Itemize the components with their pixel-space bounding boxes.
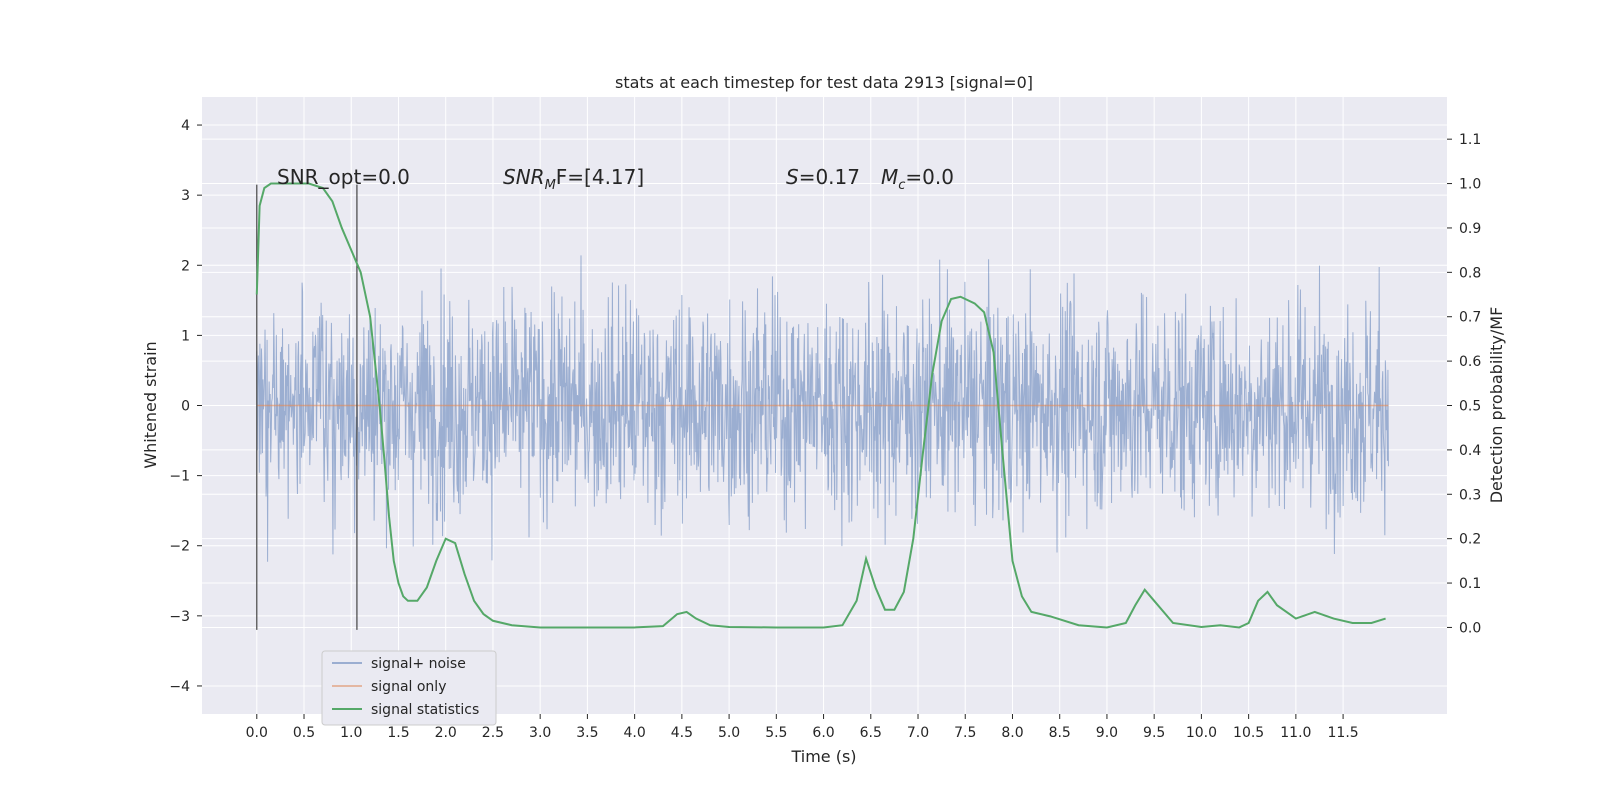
y-axis-right-label: Detection probability/MF	[1487, 307, 1506, 504]
x-tick-label: 9.0	[1096, 725, 1118, 741]
x-tick-label: 10.0	[1186, 725, 1217, 741]
y-right-tick-label: 0.8	[1459, 265, 1481, 281]
y-right-tick-label: 0.2	[1459, 532, 1481, 548]
y-left-tick-label: 2	[181, 258, 190, 274]
annotation-mc-sub: c	[898, 178, 905, 193]
x-axis-label: Time (s)	[790, 747, 856, 766]
y-axis-left-label: Whitened strain	[141, 341, 160, 468]
y-left-tick-label: 3	[181, 188, 190, 204]
y-left-tick-label: −2	[169, 539, 190, 555]
y-left-tick-label: −1	[169, 469, 190, 485]
x-tick-label: 5.5	[765, 725, 787, 741]
annotation-s-val: =0.17	[799, 165, 860, 189]
legend-label-signal-noise: signal+ noise	[371, 656, 466, 672]
x-tick-label: 3.0	[529, 725, 551, 741]
series-signal-statistics	[255, 182, 1386, 629]
series-signal-noise	[256, 255, 1389, 562]
y-right-tick-label: 0.6	[1459, 354, 1481, 370]
x-tick-label: 6.5	[860, 725, 882, 741]
x-tick-label: 7.5	[954, 725, 976, 741]
y-left-tick-label: −4	[169, 679, 190, 695]
annotation-snr-opt: SNR_opt=0.0	[277, 165, 410, 189]
x-tick-label: 9.5	[1143, 725, 1165, 741]
annotation-s: S=0.17	[786, 165, 860, 189]
legend: signal+ noise signal only signal statist…	[321, 650, 497, 726]
annotation-snr-mf-prefix: SNR	[503, 165, 545, 189]
x-tick-label: 0.5	[293, 725, 315, 741]
legend-label-signal-statistics: signal statistics	[371, 702, 479, 718]
y-right-tick-label: 0.0	[1459, 620, 1481, 636]
annotation-snr-mf: SNRMF=[4.17]	[503, 165, 644, 193]
x-tick-label: 8.5	[1049, 725, 1071, 741]
annotation-mc-var: M	[881, 165, 898, 189]
annotation-s-var: S	[786, 165, 799, 189]
vertical-markers	[256, 184, 358, 630]
x-tick-label: 8.0	[1001, 725, 1023, 741]
chart-title: stats at each timestep for test data 291…	[615, 73, 1033, 92]
annotation-snr-mf-suffix: F=[4.17]	[556, 165, 644, 189]
y-right-tick-label: 0.3	[1459, 487, 1481, 503]
y-left-tick-label: 4	[181, 118, 190, 134]
x-tick-label: 11.5	[1328, 725, 1359, 741]
axis-ticks: 0.0 0.5 1.0 1.5 2.0 2.5 3.0 3.5 4.0 4.5 5.0 5.5 6.0 6…	[169, 118, 1481, 741]
annotation-snr-mf-sub: M	[545, 178, 556, 193]
x-tick-label: 4.0	[623, 725, 645, 741]
y-right-tick-label: 1.1	[1459, 132, 1481, 148]
annotation-mc: Mc=0.0	[881, 165, 954, 193]
y-left-tick-label: −3	[169, 609, 190, 625]
legend-label-signal-only: signal only	[371, 679, 446, 695]
x-tick-label: 0.0	[246, 725, 268, 741]
x-tick-label: 1.0	[340, 725, 362, 741]
y-right-tick-label: 0.4	[1459, 443, 1481, 459]
x-tick-label: 6.0	[812, 725, 834, 741]
x-tick-label: 5.0	[718, 725, 740, 741]
y-right-tick-label: 0.5	[1459, 399, 1481, 415]
x-tick-label: 2.0	[435, 725, 457, 741]
x-tick-label: 11.0	[1280, 725, 1311, 741]
y-left-tick-label: 0	[181, 399, 190, 415]
y-right-tick-label: 0.7	[1459, 310, 1481, 326]
x-tick-label: 2.5	[482, 725, 504, 741]
y-right-tick-label: 0.1	[1459, 576, 1481, 592]
x-tick-label: 7.0	[907, 725, 929, 741]
x-tick-label: 3.5	[576, 725, 598, 741]
legend-box	[321, 650, 497, 726]
x-tick-label: 4.5	[671, 725, 693, 741]
y-right-tick-label: 0.9	[1459, 221, 1481, 237]
y-left-tick-label: 1	[181, 328, 190, 344]
signal-noise-line	[256, 255, 1389, 562]
annotation-mc-val: =0.0	[905, 165, 954, 189]
x-tick-label: 10.5	[1233, 725, 1264, 741]
signal-statistics-line	[255, 182, 1386, 629]
y-right-tick-label: 1.0	[1459, 177, 1481, 193]
x-tick-label: 1.5	[387, 725, 409, 741]
